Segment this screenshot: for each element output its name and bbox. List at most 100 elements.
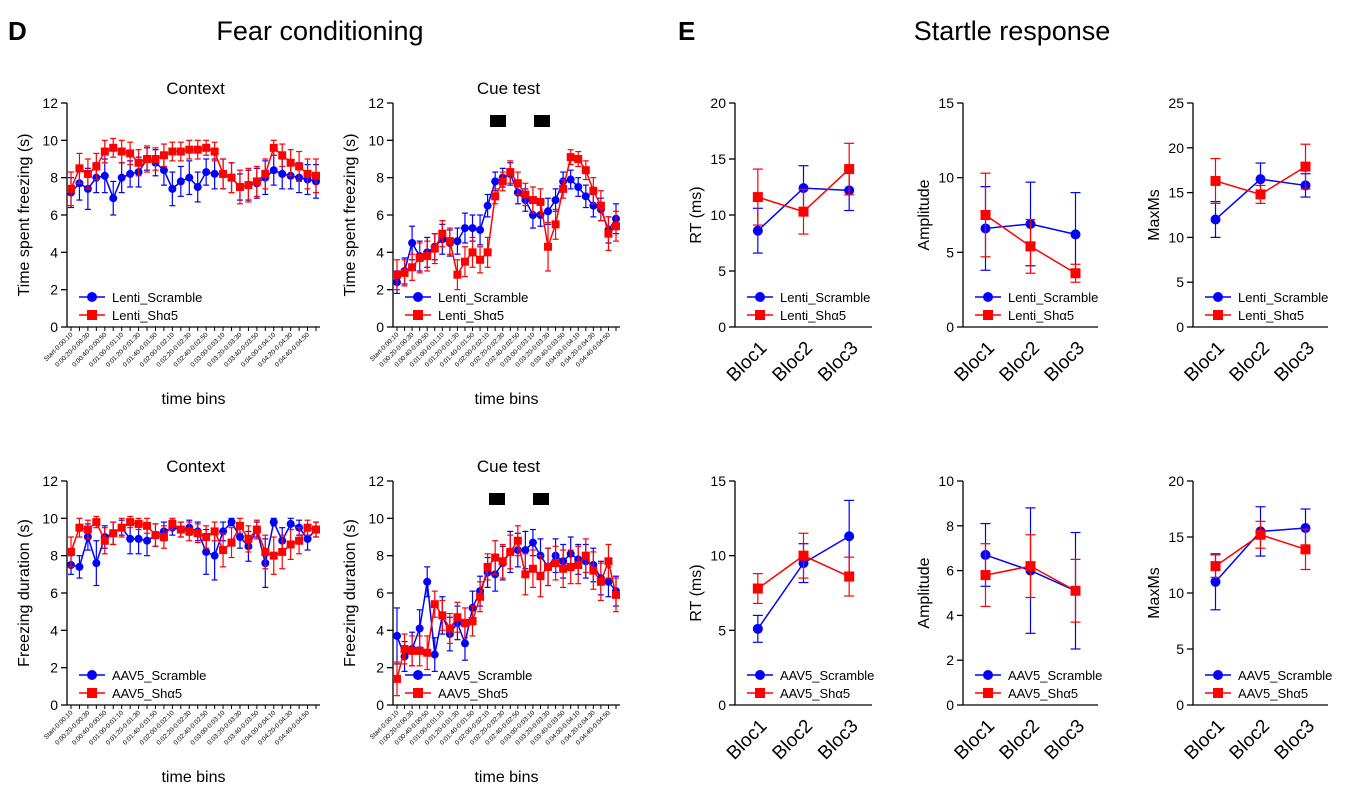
marker xyxy=(269,143,278,152)
marker xyxy=(983,292,993,302)
legend-label: Lenti_Scramble xyxy=(1008,290,1098,305)
legend-label: Lenti_Scramble xyxy=(1238,290,1328,305)
marker xyxy=(303,169,312,178)
y-tick-label: 15 xyxy=(1168,185,1184,201)
legend-label: AAV5_Scramble xyxy=(1238,668,1332,683)
marker xyxy=(559,564,568,573)
marker xyxy=(252,525,261,534)
marker xyxy=(117,147,126,156)
marker xyxy=(87,688,97,698)
marker xyxy=(612,222,620,231)
marker xyxy=(574,183,583,191)
marker xyxy=(483,562,492,571)
y-axis-label: Freezing duration (s) xyxy=(16,519,33,667)
marker xyxy=(143,521,152,530)
cue-block xyxy=(533,493,549,505)
marker xyxy=(513,536,522,545)
y-tick-label: 15 xyxy=(710,473,726,489)
marker xyxy=(202,547,211,556)
marker xyxy=(159,151,168,160)
marker xyxy=(468,617,477,625)
marker xyxy=(581,551,590,560)
marker xyxy=(604,229,613,238)
marker xyxy=(1070,268,1081,279)
marker xyxy=(393,674,401,683)
marker xyxy=(844,571,855,582)
marker xyxy=(400,268,409,277)
marker xyxy=(1070,229,1081,240)
y-tick-label: 12 xyxy=(368,95,384,111)
marker xyxy=(75,523,84,532)
y-tick-label: 8 xyxy=(376,548,384,564)
marker xyxy=(210,527,219,536)
y-tick-label: 5 xyxy=(1176,641,1184,657)
marker xyxy=(612,590,620,599)
x-axis-label: time bins xyxy=(161,391,225,408)
marker xyxy=(483,201,492,210)
marker xyxy=(798,183,809,194)
marker xyxy=(752,623,763,634)
x-tick-label: Bloc2 xyxy=(1226,716,1274,764)
y-axis-label: RT (ms) xyxy=(688,186,705,243)
marker xyxy=(798,550,809,561)
marker xyxy=(143,155,152,163)
marker xyxy=(551,220,560,229)
marker xyxy=(227,518,236,527)
y-tick-label: 10 xyxy=(368,132,384,148)
marker xyxy=(1213,688,1223,698)
marker xyxy=(134,158,143,167)
marker xyxy=(151,531,160,540)
marker xyxy=(415,253,424,262)
marker xyxy=(109,194,118,203)
marker xyxy=(126,169,135,178)
marker xyxy=(438,611,447,620)
marker xyxy=(413,670,423,680)
marker xyxy=(468,224,477,233)
marker xyxy=(1210,175,1221,186)
y-tick-label: 0 xyxy=(946,319,954,335)
marker xyxy=(100,536,109,545)
legend-label: AAV5_Scramble xyxy=(780,668,874,683)
marker xyxy=(752,192,763,203)
marker xyxy=(1213,670,1223,680)
x-tick-label: Bloc3 xyxy=(814,716,862,764)
chart-title: Cue test xyxy=(477,457,541,476)
marker xyxy=(491,553,500,562)
marker xyxy=(393,631,401,640)
y-tick-label: 25 xyxy=(1168,95,1184,111)
marker xyxy=(100,171,109,180)
marker xyxy=(210,169,219,178)
y-tick-label: 10 xyxy=(368,510,384,526)
marker xyxy=(752,583,763,594)
marker xyxy=(574,155,583,163)
y-tick-label: 0 xyxy=(50,319,58,335)
marker xyxy=(983,670,993,680)
y-tick-label: 4 xyxy=(50,622,58,638)
marker xyxy=(983,310,993,320)
y-tick-label: 15 xyxy=(1168,529,1184,545)
marker xyxy=(551,196,560,205)
marker xyxy=(117,173,126,182)
marker xyxy=(1255,189,1266,200)
marker xyxy=(400,645,409,653)
y-tick-label: 4 xyxy=(376,244,384,260)
marker xyxy=(193,529,202,538)
y-tick-label: 2 xyxy=(376,660,384,676)
marker xyxy=(528,564,537,573)
marker xyxy=(844,531,855,542)
x-tick-label: Bloc1 xyxy=(723,338,771,386)
marker xyxy=(408,239,417,247)
marker xyxy=(278,547,287,556)
x-tick-label: Bloc1 xyxy=(951,716,999,764)
y-tick-label: 4 xyxy=(50,244,58,260)
y-tick-label: 0 xyxy=(946,697,954,713)
marker xyxy=(755,292,765,302)
y-tick-label: 0 xyxy=(718,319,726,335)
marker xyxy=(168,147,177,156)
marker xyxy=(159,166,168,175)
marker xyxy=(498,177,507,186)
marker xyxy=(551,559,560,568)
y-tick-label: 10 xyxy=(710,207,726,223)
marker xyxy=(453,237,462,246)
